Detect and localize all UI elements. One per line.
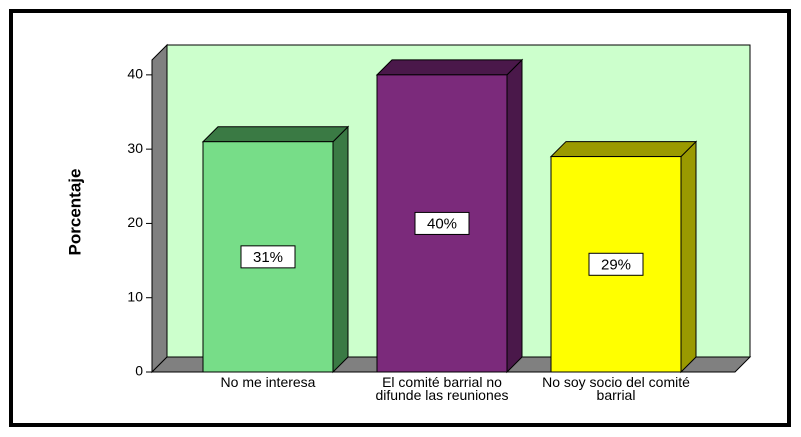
left-wall <box>151 43 168 374</box>
bar-side <box>332 125 349 374</box>
value-label-box <box>588 252 644 276</box>
value-label: 29% <box>601 256 631 273</box>
value-label-box <box>240 245 296 269</box>
value-label: 31% <box>253 249 283 266</box>
bar-side <box>506 58 523 374</box>
y-tick-label: 10 <box>127 288 143 304</box>
value-label: 40% <box>427 215 457 232</box>
x-tick-label: No soy socio del comité barrial <box>542 374 690 403</box>
x-tick-label: El comité barrial no difunde las reunion… <box>375 374 509 403</box>
bar-top <box>375 59 524 76</box>
bar-top <box>549 141 698 158</box>
y-tick-label: 20 <box>127 214 143 230</box>
y-tick-label: 30 <box>127 140 143 156</box>
x-tick-label: No me interesa <box>220 374 316 390</box>
y-tick-label: 0 <box>135 363 143 379</box>
y-axis-label: Porcentaje <box>65 169 84 256</box>
bar-top <box>201 126 350 143</box>
y-tick-label: 40 <box>127 66 143 82</box>
value-label-box <box>414 211 470 235</box>
bar-side <box>680 140 697 374</box>
